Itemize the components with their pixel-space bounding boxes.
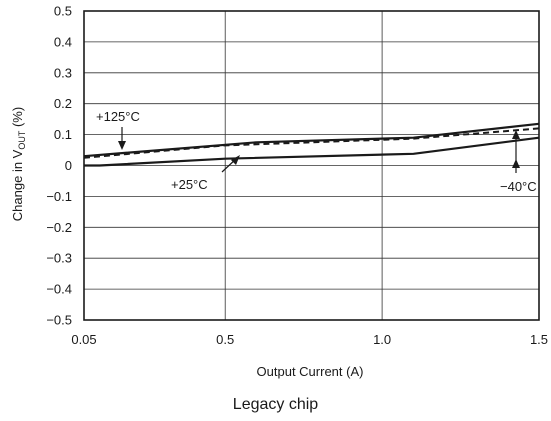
series-label-m40c: −40°C — [500, 179, 537, 194]
arrowhead-m40c-up — [512, 130, 520, 139]
x-axis-label: Output Current (A) — [257, 364, 364, 379]
plot-frame — [83, 10, 540, 321]
y-tick-label: −0.2 — [46, 220, 72, 235]
y-tick-label: 0 — [65, 158, 72, 173]
series-line — [83, 127, 540, 159]
y-tick-label: −0.5 — [46, 313, 72, 328]
chart-caption: Legacy chip — [232, 396, 319, 413]
series-lines — [83, 122, 540, 167]
arrowhead-25c — [231, 155, 240, 165]
y-tick-label: 0.5 — [54, 4, 72, 19]
x-tick-label: 0.05 — [71, 332, 96, 347]
series-line — [84, 136, 540, 167]
y-tick-label: −0.3 — [46, 251, 72, 266]
arrowhead-m40c-low — [512, 159, 520, 168]
x-tick-label: 1.5 — [530, 332, 548, 347]
y-tick-label: −0.4 — [46, 282, 72, 297]
series-line — [83, 122, 540, 158]
x-tick-labels: 0.05 0.5 1.0 1.5 — [71, 332, 548, 347]
x-tick-label: 0.5 — [216, 332, 234, 347]
annotations: +125°C +25°C −40°C — [96, 109, 537, 194]
x-tick-label: 1.0 — [373, 332, 391, 347]
chart: 0.5 0.4 0.3 0.2 0.1 0 −0.1 −0.2 −0.3 −0.4 −0.5 0.0… — [10, 4, 548, 380]
grid-lines — [83, 10, 540, 321]
y-tick-label: 0.1 — [54, 127, 72, 142]
y-tick-label: 0.2 — [54, 96, 72, 111]
y-tick-label: 0.4 — [54, 34, 72, 49]
arrowhead-125c — [118, 141, 126, 150]
y-tick-labels: 0.5 0.4 0.3 0.2 0.1 0 −0.1 −0.2 −0.3 −0.4 −0.5 — [46, 4, 72, 328]
series-label-125c: +125°C — [96, 109, 140, 124]
y-tick-label: −0.1 — [46, 189, 72, 204]
y-axis-label: Change in VOUT (%) — [10, 107, 27, 221]
series-label-25c: +25°C — [171, 177, 208, 192]
y-tick-label: 0.3 — [54, 65, 72, 80]
